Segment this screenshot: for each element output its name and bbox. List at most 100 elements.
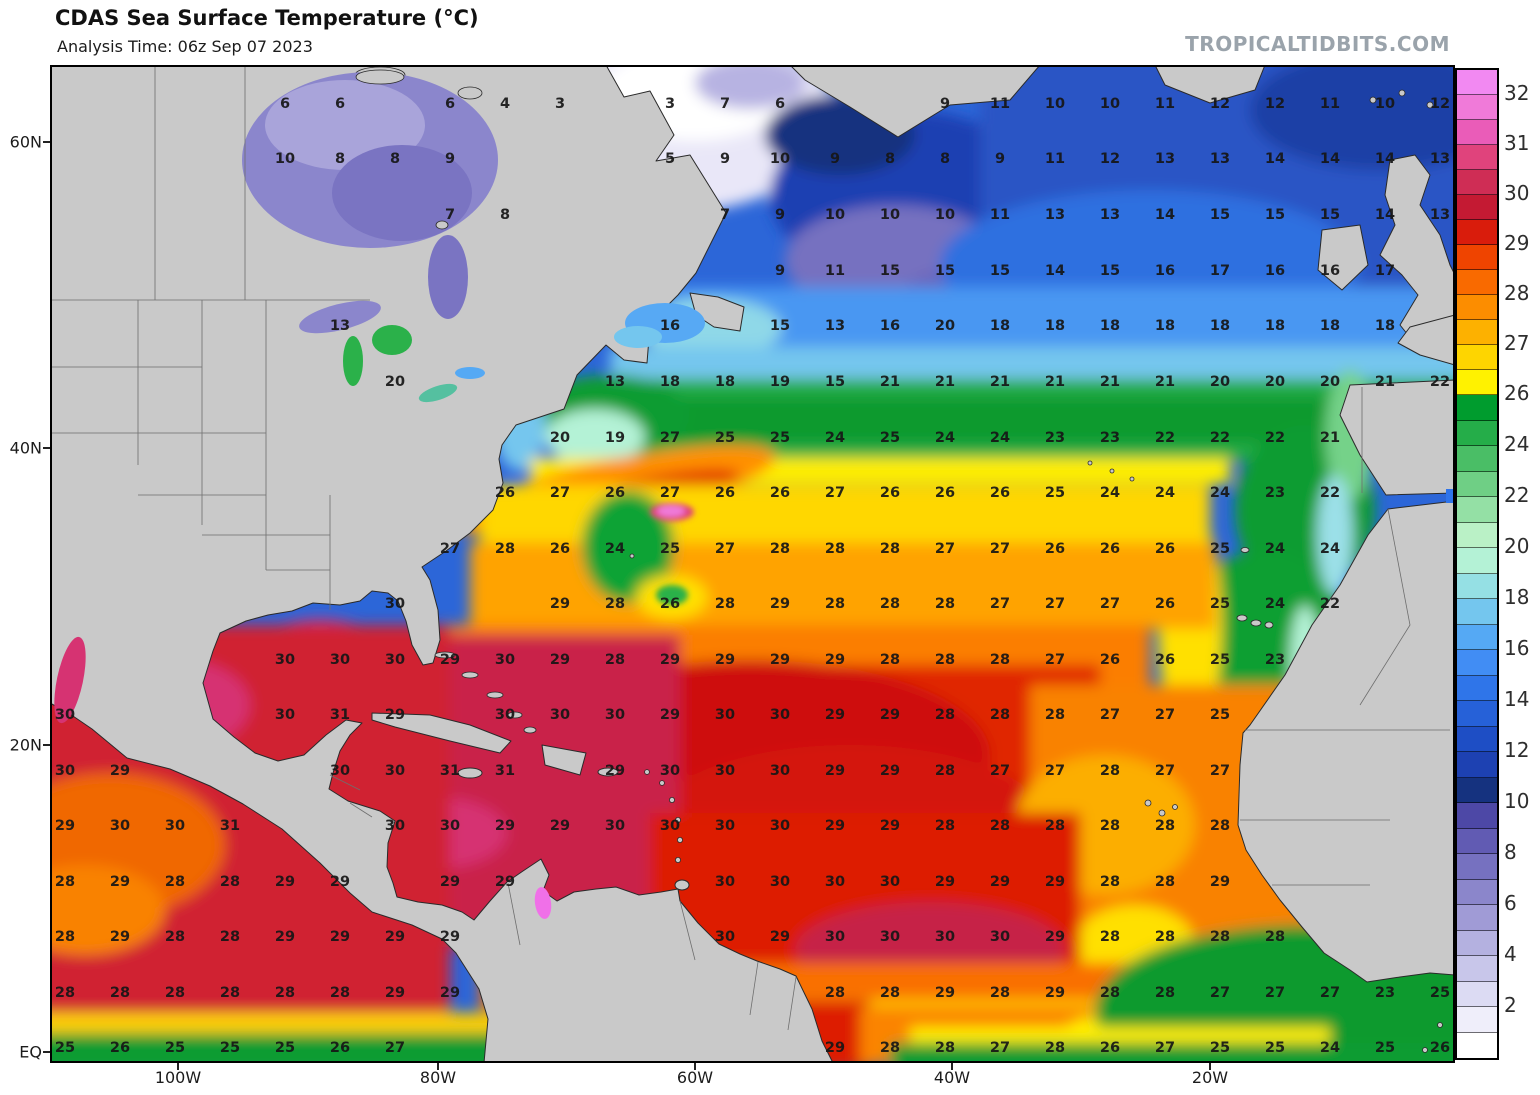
sst-value: 29 [550,652,570,668]
colorbar-segment [1457,854,1497,880]
sst-value: 29 [550,596,570,612]
sst-value: 15 [880,263,900,279]
land-jamaica [457,767,483,779]
sst-value: 11 [990,96,1010,112]
sst-value: 11 [1155,96,1175,112]
sst-value: 26 [110,1040,130,1056]
sst-value: 14 [1045,263,1065,279]
analysis-time: Analysis Time: 06z Sep 07 2023 [57,37,313,56]
sst-value: 28 [1155,929,1175,945]
sst-value: 30 [880,929,900,945]
sst-number-grid: 6 6 6 4 3 3 7 6 9 11 10 10 11 12 12 11 10 12 10 8 8 9 5 9 10 9 8 8 9… [55,96,1450,1056]
sst-value: 29 [825,1040,845,1056]
sst-value: 26 [935,485,955,501]
sst-value: 29 [110,874,130,890]
colorbar-segment [1457,803,1497,829]
lon-tick [694,1063,696,1070]
colorbar-segment [1457,879,1497,905]
sst-value: 28 [1100,929,1120,945]
sst-value: 28 [1045,818,1065,834]
sst-value: 28 [55,985,75,1001]
colorbar-segment [1457,828,1497,854]
sst-value: 20 [385,374,405,390]
lon-tick [437,1063,439,1070]
colorbar-segment [1457,1007,1497,1033]
land-france [1397,314,1455,366]
sst-value: 13 [605,374,625,390]
sst-value: 28 [1210,818,1230,834]
sst-value: 30 [55,763,75,779]
colorbar-segment [1457,420,1497,446]
sst-value: 31 [220,818,240,834]
sst-value: 27 [660,430,680,446]
sst-value: 15 [990,263,1010,279]
sst-value: 25 [220,1040,240,1056]
sst-value: 19 [605,430,625,446]
land-greenland [789,65,1041,138]
sst-value: 24 [1100,485,1120,501]
sst-value: 21 [935,374,955,390]
colorbar-segment [1457,573,1497,599]
colorbar-segment [1457,905,1497,931]
sst-value: 25 [1210,1040,1230,1056]
sst-value: 14 [1375,151,1395,167]
lat-label: 20N [9,735,42,755]
sst-value: 27 [1155,707,1175,723]
sst-value: 14 [1265,151,1285,167]
sst-value: 14 [1155,207,1175,223]
colorbar-segment [1457,1032,1497,1058]
sst-value: 29 [495,818,515,834]
sst-value: 24 [1265,596,1285,612]
sst-value: 29 [440,985,460,1001]
colorbar-segment [1457,295,1497,320]
colorbar-label: 26 [1504,381,1530,405]
sst-value: 13 [1210,151,1230,167]
land-puerto-rico [597,767,619,777]
sst-value: 25 [275,1040,295,1056]
sst-value: 11 [1045,151,1065,167]
hudson-islands [355,69,449,230]
sst-value: 10 [1100,96,1120,112]
sst-value: 27 [1155,763,1175,779]
colorbar-label: 32 [1504,81,1530,105]
sst-value: 28 [220,874,240,890]
sst-value: 30 [770,818,790,834]
lon-label: 60W [676,1068,714,1087]
sst-value: 16 [880,318,900,334]
sst-value: 22 [1210,430,1230,446]
sst-value: 10 [770,151,790,167]
sst-value: 22 [1320,596,1340,612]
land-trinidad [674,879,690,891]
sst-value: 10 [1045,96,1065,112]
colorbar-segment [1457,120,1497,145]
lat-label: 40N [9,438,42,458]
sst-value: 29 [275,874,295,890]
sst-value: 30 [440,818,460,834]
colorbar-label: 8 [1504,840,1517,864]
sst-value: 12 [1430,96,1450,112]
sst-value: 25 [1045,485,1065,501]
sst-value: 30 [715,707,735,723]
sst-value: 10 [275,151,295,167]
sst-value: 26 [1100,652,1120,668]
colorbar-segment [1457,548,1497,574]
sst-value: 18 [1155,318,1175,334]
colorbar-segment [1457,270,1497,295]
sst-value: 29 [825,763,845,779]
sst-value: 24 [1320,1040,1340,1056]
sst-value: 29 [440,652,460,668]
sst-value: 28 [935,596,955,612]
sst-value: 30 [660,818,680,834]
sst-value: 23 [1100,430,1120,446]
colorbar-segment [1457,320,1497,345]
colorbar-label: 12 [1504,738,1530,762]
sst-value: 20 [935,318,955,334]
sst-value: 28 [990,985,1010,1001]
sst-value: 15 [1100,263,1120,279]
sst-value: 21 [1100,374,1120,390]
colorbar-label: 22 [1504,483,1530,507]
sst-value: 30 [825,874,845,890]
sst-value: 26 [1045,541,1065,557]
sst-value: 24 [1265,541,1285,557]
sst-value: 20 [1210,374,1230,390]
